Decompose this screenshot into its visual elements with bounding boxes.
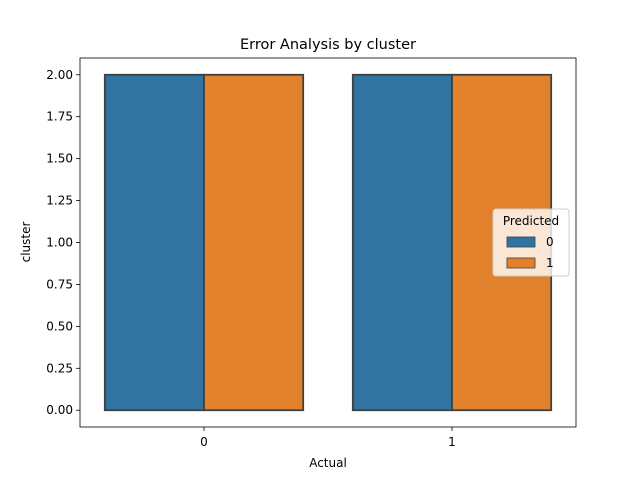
chart-title: Error Analysis by cluster [240, 37, 416, 53]
y-tick-label: 2.00 [46, 68, 73, 82]
y-tick-label: 1.50 [46, 152, 73, 166]
bar-actual-0-predicted-0 [103, 73, 205, 412]
bar-actual-1-predicted-0 [351, 73, 453, 412]
legend-label-0: 0 [546, 235, 554, 249]
x-tick-label: 1 [448, 435, 456, 449]
y-tick-label: 0.25 [46, 361, 73, 375]
y-tick-label: 0.50 [46, 319, 73, 333]
y-tick-label: 0.75 [46, 277, 73, 291]
x-tick-label: 0 [200, 435, 208, 449]
legend-swatch-1 [506, 257, 536, 269]
y-tick-label: 1.00 [46, 236, 73, 250]
legend: Predicted 0 1 [492, 208, 570, 277]
legend-swatch-0 [506, 236, 536, 248]
y-tick-label: 1.25 [46, 194, 73, 208]
bar-actual-0-predicted-1 [203, 73, 305, 412]
legend-title: Predicted [503, 214, 559, 228]
y-axis-label: cluster [19, 222, 33, 263]
x-axis-label: Actual [309, 456, 347, 470]
y-tick-label: 0.00 [46, 403, 73, 417]
bars-group [103, 73, 553, 412]
y-axis: 0.00 0.25 0.50 0.75 1.00 1.25 1.50 1.75 2.00 [46, 68, 80, 417]
legend-label-1: 1 [546, 256, 554, 270]
y-tick-label: 1.75 [46, 110, 73, 124]
